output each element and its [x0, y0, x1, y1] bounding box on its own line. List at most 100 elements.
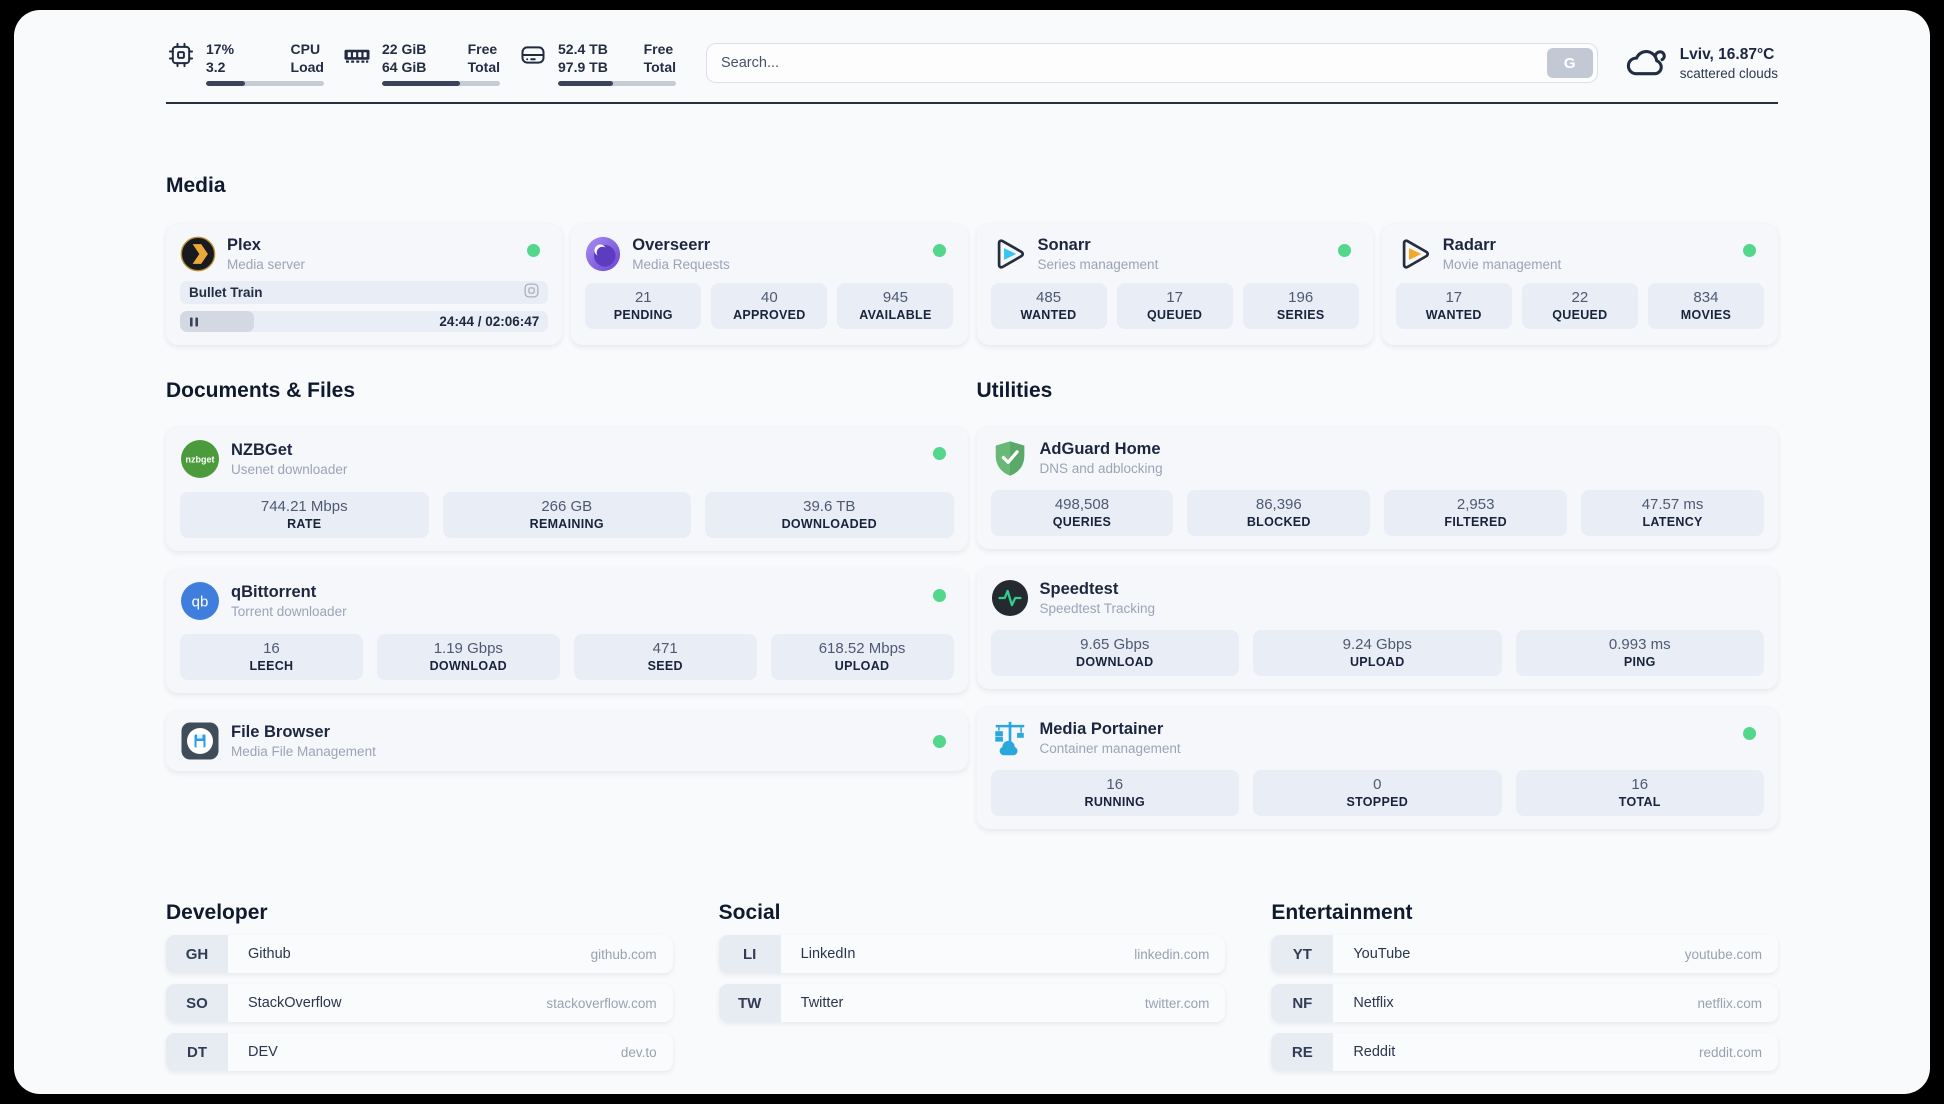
- stat-upload: 618.52 Mbps UPLOAD: [770, 634, 954, 681]
- overseerr-icon: [585, 236, 621, 272]
- section-title-entertainment: Entertainment: [1271, 901, 1413, 925]
- app-card-nzbget[interactable]: nzbget NZBGet Usenet downloader 744.21 M…: [166, 427, 968, 552]
- stat-pending: 21 PENDING: [585, 283, 702, 330]
- stat-download: 1.19 Gbps DOWNLOAD: [376, 634, 560, 681]
- app-name: AdGuard Home: [1039, 440, 1161, 459]
- app-card-qbittorrent[interactable]: qb qBittorrent Torrent downloader 16 LEEC…: [166, 569, 968, 694]
- qbittorrent-icon: qb: [180, 581, 220, 621]
- link-stackoverflow[interactable]: SO StackOverflow stackoverflow.com: [166, 984, 673, 1023]
- stat-movies: 834 MOVIES: [1647, 283, 1764, 330]
- stat-blocked: 86,396 BLOCKED: [1187, 490, 1371, 537]
- status-dot: [527, 244, 541, 258]
- stat-queued: 17 QUEUED: [1116, 283, 1233, 330]
- pause-icon[interactable]: [188, 316, 200, 328]
- github-abbr-icon: GH: [166, 935, 228, 974]
- svg-text:nzbget: nzbget: [186, 455, 215, 465]
- stat-filtered: 2,953 FILTERED: [1384, 490, 1568, 537]
- app-card-portainer[interactable]: Media Portainer Container management 16 R…: [976, 707, 1778, 830]
- weather-widget: Lviv, 16.87°C scattered clouds: [1624, 42, 1778, 85]
- netflix-abbr-icon: NF: [1271, 984, 1334, 1023]
- status-dot: [932, 589, 946, 603]
- now-playing-title: Bullet Train: [189, 285, 263, 301]
- link-github[interactable]: GH Github github.com: [166, 935, 673, 974]
- sonarr-icon: [991, 236, 1027, 272]
- weather-location: Lviv, 16.87°C: [1679, 45, 1775, 63]
- section-developer: Developer GH Github github.com SO StackO…: [166, 901, 673, 1072]
- link-twitter[interactable]: TW Twitter twitter.com: [718, 984, 1226, 1023]
- app-card-plex[interactable]: Plex Media server Bullet Train 24:44 /: [166, 224, 563, 346]
- app-card-adguard[interactable]: AdGuard Home DNS and adblocking 498,508 Q…: [976, 427, 1778, 550]
- app-name: Plex: [227, 236, 261, 255]
- cpu-load-label: Load: [290, 59, 324, 76]
- dev-abbr-icon: DT: [166, 1033, 228, 1072]
- section-title-utilities: Utilities: [976, 379, 1053, 403]
- app-card-sonarr[interactable]: Sonarr Series management 485 WANTED 17 QUE…: [976, 224, 1373, 346]
- app-card-radarr[interactable]: Radarr Movie management 17 WANTED 22 QUEUE…: [1381, 224, 1778, 346]
- stat-stopped: 0 STOPPED: [1253, 770, 1502, 817]
- app-name: qBittorrent: [231, 583, 317, 602]
- playback-progress-bar[interactable]: 24:44 / 02:06:47: [180, 311, 549, 333]
- svg-text:qb: qb: [192, 594, 209, 611]
- stat-running: 16 RUNNING: [990, 770, 1239, 817]
- stat-queries: 498,508 QUERIES: [990, 490, 1174, 537]
- cpu-usage-value: 17%: [206, 41, 235, 57]
- reddit-abbr-icon: RE: [1271, 1033, 1334, 1072]
- app-name: Radarr: [1442, 236, 1496, 255]
- stat-leech: 16 LEECH: [180, 634, 363, 681]
- stat-total: 16 TOTAL: [1515, 770, 1764, 817]
- section-entertainment: Entertainment YT YouTube youtube.com NF …: [1271, 901, 1778, 1072]
- disk-progress-bar: [558, 81, 676, 87]
- stat-wanted: 485 WANTED: [990, 283, 1107, 330]
- stat-approved: 40 APPROVED: [711, 283, 828, 330]
- app-subtitle: Media server: [227, 257, 306, 273]
- disk-stat-widget: 52.4 TB 97.9 TB Free Total: [518, 40, 676, 87]
- app-subtitle: Media Requests: [632, 257, 730, 273]
- memory-icon: [342, 40, 372, 86]
- app-subtitle: Torrent downloader: [231, 604, 347, 620]
- link-linkedin[interactable]: LI LinkedIn linkedin.com: [718, 935, 1226, 974]
- app-card-overseerr[interactable]: Overseerr Media Requests 21 PENDING 40 APP…: [571, 224, 968, 346]
- section-title-developer: Developer: [166, 901, 268, 925]
- status-dot: [1743, 244, 1756, 258]
- twitter-abbr-icon: TW: [718, 984, 781, 1023]
- search-input[interactable]: [706, 43, 1598, 84]
- search-engine-button[interactable]: G: [1546, 48, 1593, 79]
- memory-free-value: 22 GiB: [382, 41, 427, 57]
- stat-ping: 0.993 ms PING: [1515, 630, 1764, 677]
- stackoverflow-abbr-icon: SO: [166, 984, 228, 1023]
- portainer-icon: [991, 719, 1029, 757]
- disk-total-value: 97.9 TB: [558, 59, 608, 76]
- stat-download: 9.65 Gbps DOWNLOAD: [990, 630, 1239, 677]
- cpu-load-value: 3.2: [206, 59, 226, 76]
- app-subtitle: Speedtest Tracking: [1039, 601, 1156, 617]
- top-bar: 17% 3.2 CPU Load: [166, 40, 1778, 87]
- section-title-social: Social: [718, 901, 781, 925]
- cpu-usage-label: CPU: [290, 41, 321, 57]
- cpu-progress-bar: [206, 81, 324, 87]
- app-card-speedtest[interactable]: Speedtest Speedtest Tracking 9.65 Gbps DO…: [976, 567, 1778, 690]
- link-reddit[interactable]: RE Reddit reddit.com: [1271, 1033, 1778, 1072]
- status-dot: [1743, 727, 1756, 741]
- section-documents: Documents & Files nzbget NZBGet Usenet d…: [166, 379, 968, 772]
- search-bar: G: [706, 43, 1598, 84]
- stat-queued: 22 QUEUED: [1521, 283, 1638, 330]
- app-name: File Browser: [231, 723, 331, 742]
- memory-total-label: Total: [467, 59, 500, 76]
- link-netflix[interactable]: NF Netflix netflix.com: [1271, 984, 1778, 1023]
- radarr-icon: [1396, 236, 1432, 272]
- disk-free-value: 52.4 TB: [558, 41, 608, 57]
- section-media: Media Plex Media server Bullet Train: [166, 174, 1778, 346]
- app-name: Media Portainer: [1039, 720, 1164, 739]
- now-playing-row: Bullet Train: [180, 281, 549, 305]
- link-dev[interactable]: DT DEV dev.to: [166, 1033, 673, 1072]
- memory-stat-widget: 22 GiB 64 GiB Free Total: [342, 40, 500, 87]
- app-name: Sonarr: [1037, 236, 1091, 255]
- app-card-filebrowser[interactable]: File Browser Media File Management: [166, 711, 968, 772]
- dashboard-page: 17% 3.2 CPU Load: [14, 10, 1930, 1094]
- stat-series: 196 SERIES: [1242, 283, 1359, 330]
- memory-progress-bar: [382, 81, 500, 87]
- cpu-stat-widget: 17% 3.2 CPU Load: [166, 40, 324, 87]
- disk-free-label: Free: [643, 41, 674, 57]
- link-youtube[interactable]: YT YouTube youtube.com: [1271, 935, 1778, 974]
- weather-condition: scattered clouds: [1679, 65, 1778, 81]
